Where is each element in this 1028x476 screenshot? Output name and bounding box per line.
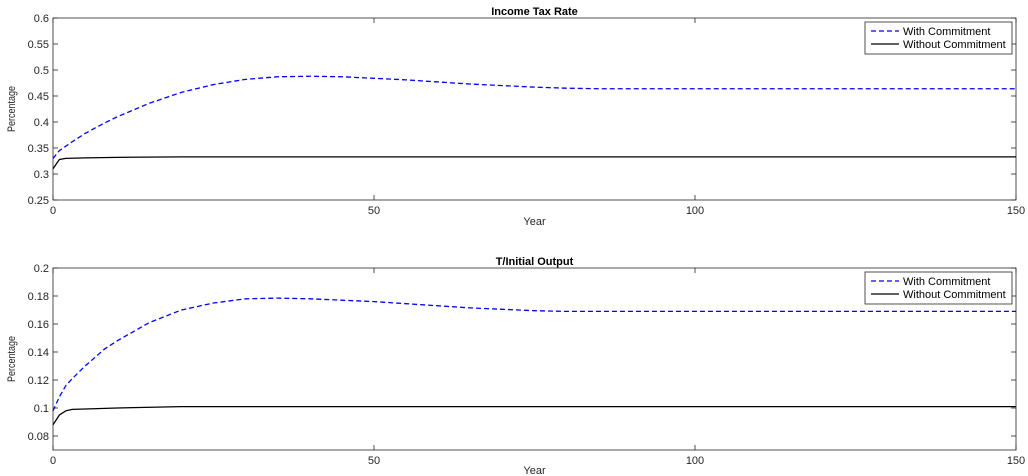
x-tick-label: 50 <box>368 205 380 217</box>
y-tick-label: 0.6 <box>34 13 49 25</box>
x-tick-label: 100 <box>686 205 704 217</box>
series-line-with-commitment <box>52 75 1016 159</box>
y-tick-label: 0.3 <box>34 169 49 181</box>
legend-box <box>864 271 1013 305</box>
legend-label-with-commitment: With Commitment <box>903 26 990 38</box>
x-tick-label: 100 <box>686 455 704 467</box>
legend-label-with-commitment: With Commitment <box>903 276 990 288</box>
x-axis-label: Year <box>523 465 546 476</box>
y-tick-label: 0.1 <box>34 403 49 415</box>
legend-box <box>864 21 1013 55</box>
x-tick-label: 50 <box>368 455 380 467</box>
y-tick-label: 0.4 <box>34 117 49 129</box>
legend-label-without-commitment: Without Commitment <box>903 39 1006 51</box>
y-axis-label: Percentage <box>6 86 18 132</box>
x-tick-label: 0 <box>50 205 56 217</box>
y-tick-label: 0.14 <box>28 347 49 359</box>
y-tick-label: 0.55 <box>28 39 49 51</box>
y-tick-label: 0.45 <box>28 91 49 103</box>
x-tick-label: 150 <box>1007 205 1025 217</box>
series-line-without-commitment <box>52 405 1016 426</box>
legend-label-without-commitment: Without Commitment <box>903 289 1006 301</box>
y-tick-label: 0.12 <box>28 375 49 387</box>
x-tick-label: 0 <box>50 455 56 467</box>
y-tick-label: 0.08 <box>28 431 49 443</box>
y-tick-label: 0.16 <box>28 319 49 331</box>
t-initial-output-chart: 0 50 100 150 0.08 0.1 0.12 0.14 0.16 0.18 0.2 T/Ini… <box>6 256 1025 476</box>
y-tick-label: 0.2 <box>34 263 49 275</box>
x-tick-label: 150 <box>1007 455 1025 467</box>
y-tick-label: 0.25 <box>28 195 49 207</box>
x-axis-label: Year <box>523 216 546 228</box>
y-tick-label: 0.18 <box>28 291 49 303</box>
plot-area <box>52 17 1017 201</box>
y-axis-label: Percentage <box>6 336 18 382</box>
y-tick-label: 0.5 <box>34 65 49 77</box>
chart-title: T/Initial Output <box>496 256 574 268</box>
chart-title: Income Tax Rate <box>491 6 578 18</box>
income-tax-rate-chart: 0 50 100 150 0.25 0.3 0.35 0.4 0.45 0.5 0.55 0.6 Inc… <box>6 6 1025 228</box>
plot-area <box>52 267 1017 451</box>
y-tick-label: 0.35 <box>28 143 49 155</box>
series-line-with-commitment <box>52 297 1016 412</box>
series-line-without-commitment <box>52 156 1016 170</box>
